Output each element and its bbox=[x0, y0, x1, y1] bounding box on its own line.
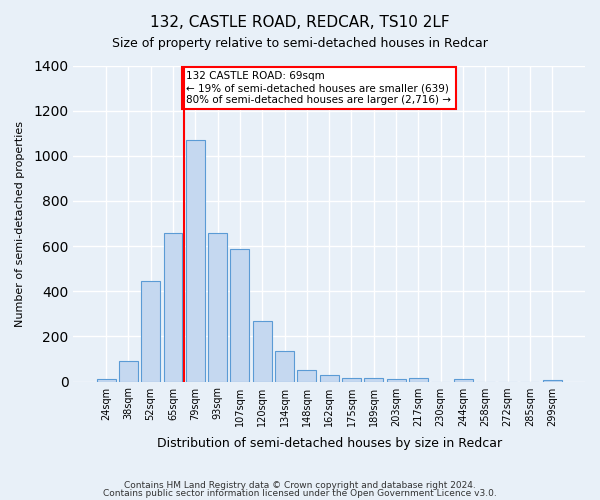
Bar bbox=[208, 232, 227, 382]
Bar bbox=[119, 361, 138, 382]
Bar bbox=[230, 250, 250, 382]
Text: Contains HM Land Registry data © Crown copyright and database right 2024.: Contains HM Land Registry data © Crown c… bbox=[124, 481, 476, 490]
Bar bbox=[543, 380, 562, 382]
Bar bbox=[364, 378, 383, 382]
Text: 132 CASTLE ROAD: 69sqm
← 19% of semi-detached houses are smaller (639)
80% of se: 132 CASTLE ROAD: 69sqm ← 19% of semi-det… bbox=[187, 72, 451, 104]
Text: 132, CASTLE ROAD, REDCAR, TS10 2LF: 132, CASTLE ROAD, REDCAR, TS10 2LF bbox=[150, 15, 450, 30]
Bar bbox=[164, 232, 182, 382]
Bar bbox=[275, 351, 294, 382]
Bar bbox=[386, 380, 406, 382]
Bar bbox=[298, 370, 316, 382]
Bar bbox=[454, 380, 473, 382]
Bar bbox=[97, 380, 116, 382]
Y-axis label: Number of semi-detached properties: Number of semi-detached properties bbox=[15, 120, 25, 326]
Bar bbox=[253, 320, 272, 382]
Bar bbox=[141, 281, 160, 382]
Bar bbox=[409, 378, 428, 382]
Bar bbox=[320, 375, 338, 382]
Bar bbox=[342, 378, 361, 382]
Text: Size of property relative to semi-detached houses in Redcar: Size of property relative to semi-detach… bbox=[112, 38, 488, 51]
X-axis label: Distribution of semi-detached houses by size in Redcar: Distribution of semi-detached houses by … bbox=[157, 437, 502, 450]
Text: Contains public sector information licensed under the Open Government Licence v3: Contains public sector information licen… bbox=[103, 488, 497, 498]
Bar bbox=[186, 140, 205, 382]
